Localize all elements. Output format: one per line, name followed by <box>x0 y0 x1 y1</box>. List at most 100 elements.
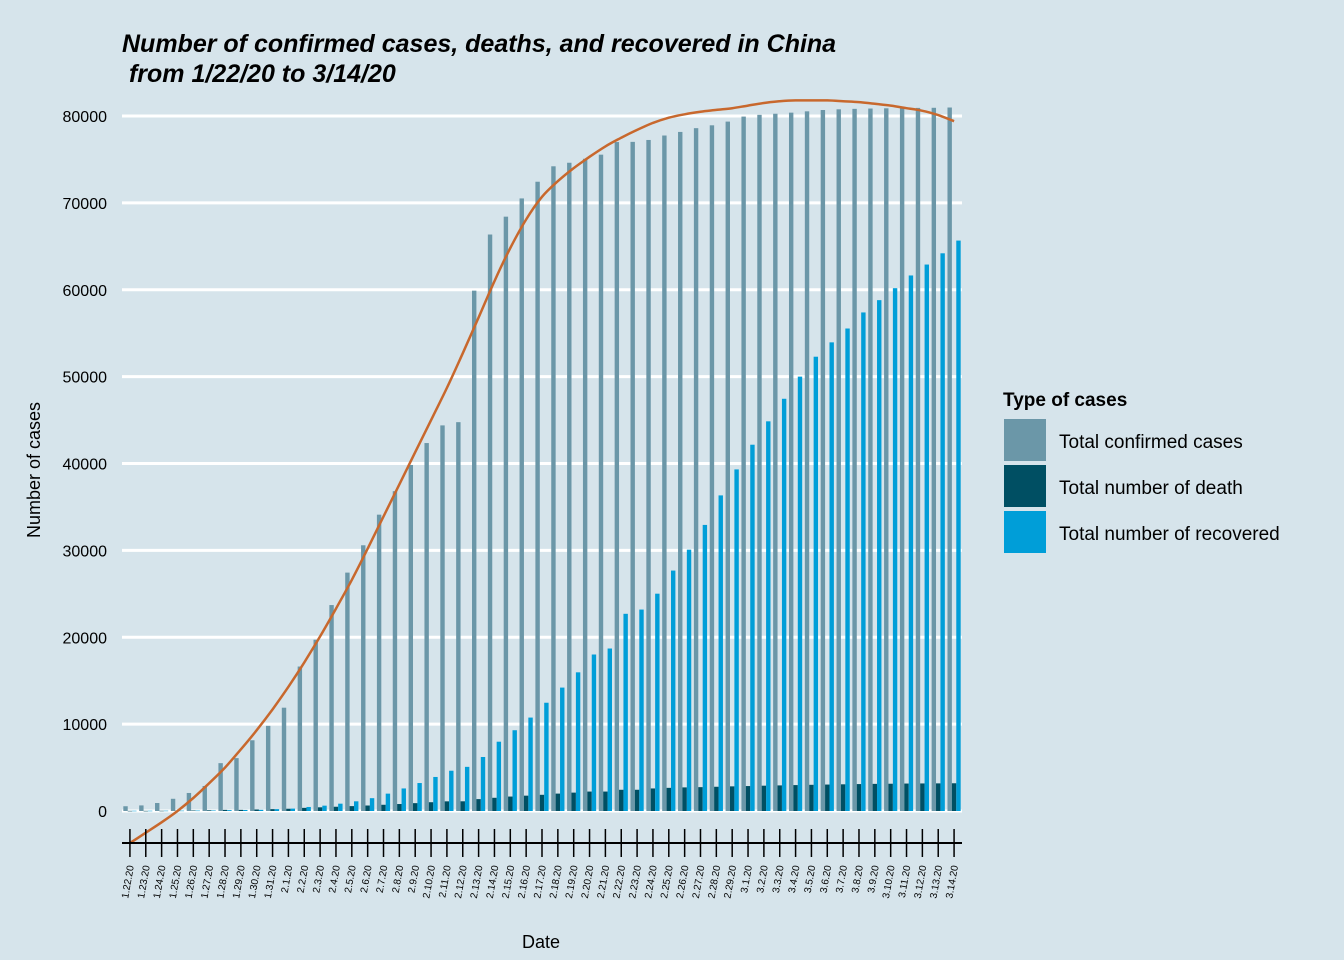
bar <box>639 609 644 811</box>
bar <box>460 801 465 811</box>
x-tick-label: 1.27.20 <box>200 864 217 899</box>
bar <box>956 240 961 812</box>
bar <box>297 666 303 811</box>
bar <box>227 810 232 811</box>
bar <box>682 787 687 811</box>
bar <box>820 110 826 812</box>
bar <box>634 789 640 811</box>
legend: Type of cases Total confirmed cases Total… <box>1003 390 1280 553</box>
bar <box>218 763 223 811</box>
bar <box>433 776 438 811</box>
x-tick-label: 3.14.20 <box>944 864 961 899</box>
bar <box>512 730 517 811</box>
bar <box>222 809 228 811</box>
bar <box>693 128 699 812</box>
bar <box>401 788 406 811</box>
bar <box>741 116 746 811</box>
x-tick-label: 3.7.20 <box>834 864 850 894</box>
legend-swatch <box>1004 465 1046 507</box>
bar <box>317 807 323 811</box>
bar <box>127 810 133 812</box>
chart-subtitle: from 1/22/20 to 3/14/20 <box>122 60 396 88</box>
bar <box>560 687 565 811</box>
bar <box>856 784 862 811</box>
x-tick-label: 2.16.20 <box>517 864 534 899</box>
bar <box>845 328 850 811</box>
bar <box>936 783 941 811</box>
bar <box>329 605 334 811</box>
bars <box>123 107 961 812</box>
trend-line <box>129 99 955 845</box>
bar <box>587 791 592 811</box>
bar <box>788 112 794 812</box>
x-tick-label: 2.22.20 <box>612 864 629 899</box>
bar <box>868 108 873 811</box>
x-tick-label: 2.11.20 <box>437 864 454 898</box>
y-tick-label: 0 <box>98 804 107 821</box>
bar <box>349 806 355 811</box>
legend-label: Total confirmed cases <box>1059 432 1243 453</box>
bar <box>234 758 239 811</box>
bar <box>408 464 414 811</box>
bar <box>333 806 339 811</box>
legend-title: Type of cases <box>1003 390 1127 411</box>
bar <box>345 572 350 811</box>
x-tick-label: 2.17.20 <box>532 864 549 899</box>
bar <box>338 803 343 811</box>
bar <box>797 376 803 811</box>
bar <box>940 253 945 812</box>
x-tick-label: 3.4.20 <box>787 864 803 894</box>
bar <box>254 809 259 811</box>
bar <box>365 805 370 811</box>
gridlines <box>122 114 962 813</box>
bar <box>630 141 635 812</box>
bar <box>757 114 762 812</box>
x-tick-label: 2.15.20 <box>501 864 518 899</box>
bar <box>417 783 422 811</box>
bar <box>670 570 676 811</box>
bar <box>385 793 391 811</box>
bar <box>899 107 905 812</box>
bar <box>243 809 248 811</box>
bar <box>709 125 715 812</box>
bar <box>852 108 857 811</box>
bar <box>766 421 771 811</box>
x-tick-label: 2.13.20 <box>469 864 486 899</box>
bar <box>877 300 882 811</box>
bar <box>528 717 533 811</box>
bar <box>143 810 148 812</box>
bar <box>840 784 846 811</box>
legend-label: Total number of death <box>1059 478 1243 499</box>
y-tick-label: 30000 <box>63 543 108 560</box>
x-tick-label: 2.29.20 <box>723 864 740 899</box>
bar <box>290 808 296 811</box>
x-tick-label: 2.3.20 <box>311 864 327 894</box>
x-tick-label: 2.4.20 <box>327 864 343 894</box>
bar <box>888 783 893 811</box>
bar <box>567 162 572 811</box>
bar <box>147 810 153 812</box>
x-tick-label: 3.6.20 <box>819 864 835 894</box>
bar <box>302 807 307 811</box>
bar <box>750 444 755 811</box>
bar <box>123 806 128 811</box>
bar <box>904 783 909 811</box>
bar <box>313 639 318 811</box>
bar <box>381 804 386 811</box>
bar <box>179 810 185 812</box>
bar <box>539 794 545 811</box>
x-tick-label: 2.19.20 <box>564 864 581 899</box>
bar <box>951 783 957 811</box>
bar <box>915 107 921 811</box>
y-tick-label: 20000 <box>63 630 108 647</box>
bar <box>487 234 493 811</box>
bar <box>777 785 782 811</box>
bar <box>472 290 477 811</box>
bar <box>666 787 671 811</box>
x-tick-label: 2.26.20 <box>675 864 692 899</box>
bar <box>258 809 264 811</box>
y-tick-label: 60000 <box>63 283 108 300</box>
x-tick-label: 2.27.20 <box>691 864 708 899</box>
x-tick-label: 1.23.20 <box>136 864 153 899</box>
bar <box>861 312 866 811</box>
